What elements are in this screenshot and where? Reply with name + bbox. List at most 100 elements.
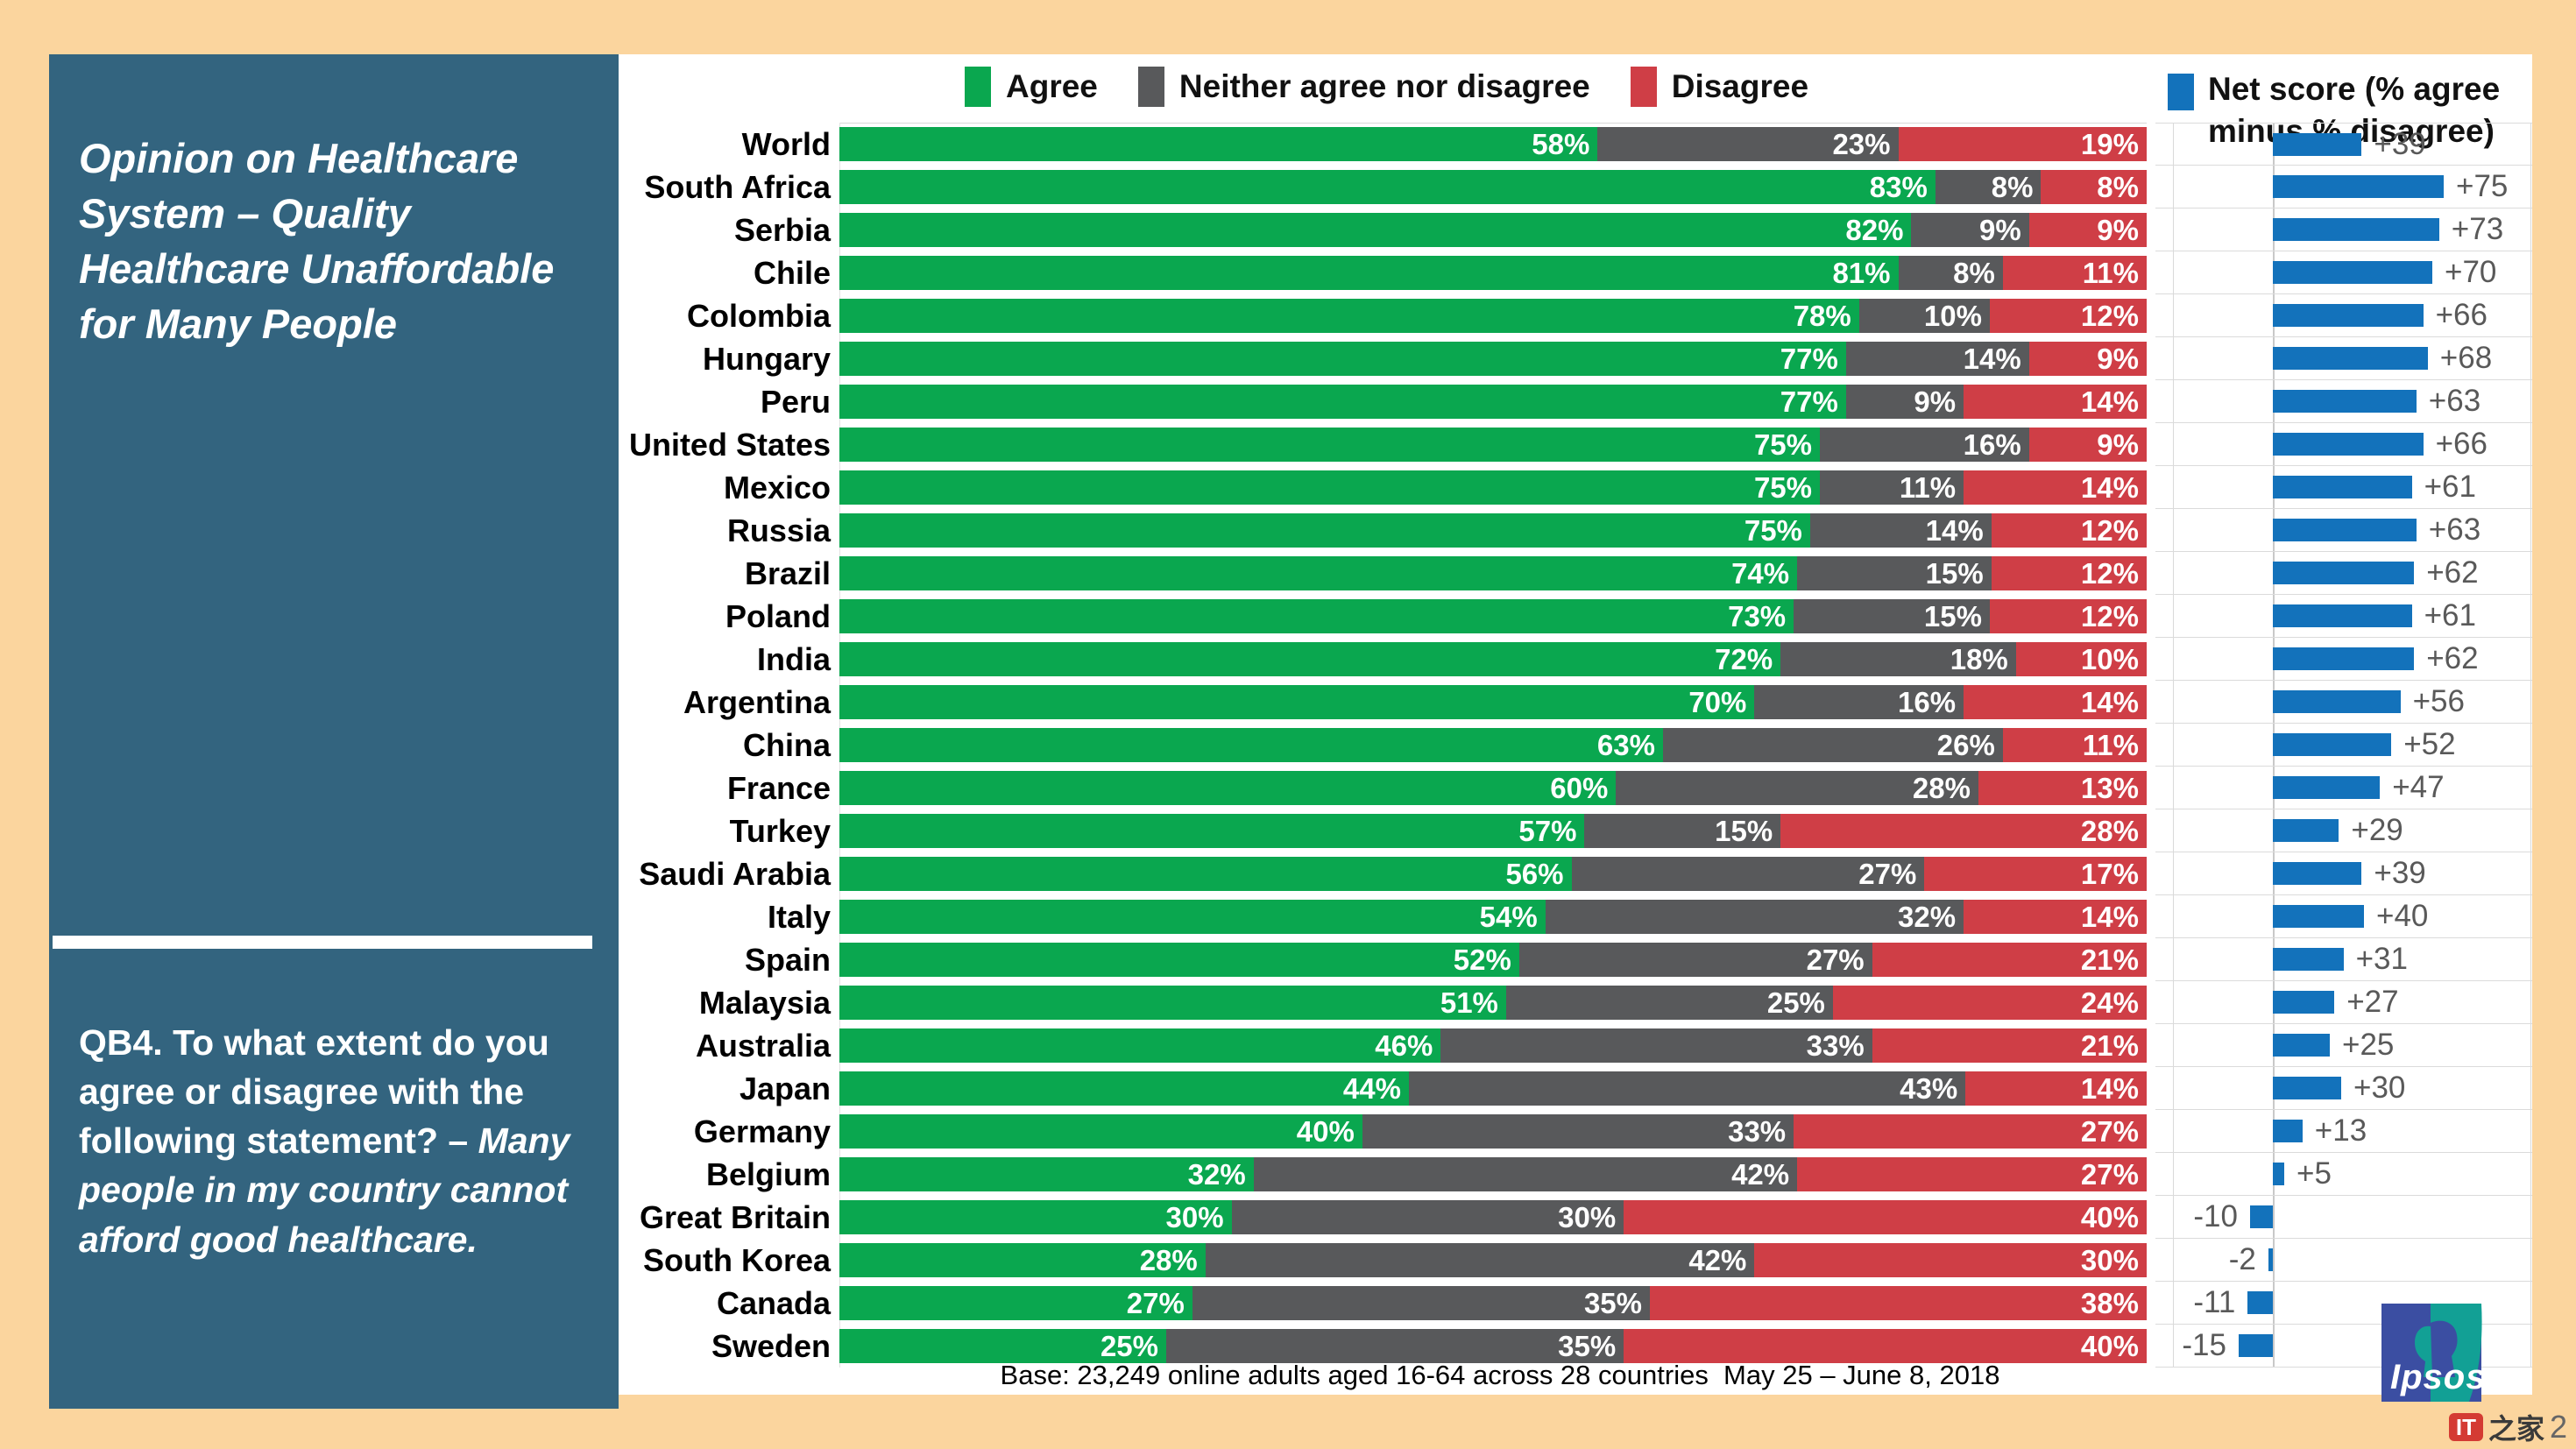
- neither-value: 30%: [1558, 1201, 1617, 1233]
- disagree-value: 10%: [2080, 643, 2139, 675]
- country-label: Poland: [725, 597, 831, 634]
- neither-value: 15%: [1923, 600, 1982, 633]
- net-cell: +61: [2155, 466, 2532, 509]
- country-label: France: [726, 769, 831, 806]
- neither-segment: 33%: [1440, 1028, 1872, 1063]
- neither-value: 28%: [1912, 772, 1971, 804]
- stacked-bar: 77% 9% 14%: [839, 385, 2147, 419]
- net-cell: +52: [2155, 724, 2532, 767]
- agree-segment: 60%: [839, 771, 1617, 805]
- neither-value: 25%: [1766, 986, 1825, 1019]
- agree-value: 51%: [1440, 986, 1498, 1019]
- chart-row: Australia 46% 33% 21% +25: [619, 1024, 2532, 1067]
- agree-value: 56%: [1505, 858, 1564, 890]
- net-value: +70: [2445, 255, 2497, 289]
- net-cell: +56: [2155, 681, 2532, 724]
- country-label: Sweden: [711, 1327, 831, 1364]
- neither-value: 35%: [1558, 1330, 1617, 1362]
- net-value: +66: [2435, 298, 2488, 332]
- neither-segment: 14%: [1845, 342, 2029, 376]
- net-cell: +73: [2155, 209, 2532, 251]
- chart-row: Turkey 57% 15% 28% +29: [619, 809, 2532, 852]
- stacked-bar: 28% 42% 30%: [839, 1243, 2147, 1277]
- disagree-value: 11%: [2082, 729, 2139, 761]
- net-cell: +40: [2155, 895, 2532, 938]
- neither-segment: 16%: [1820, 428, 2029, 462]
- disagree-value: 14%: [2080, 901, 2139, 933]
- stacked-bar: 27% 35% 38%: [839, 1286, 2147, 1320]
- disagree-value: 38%: [2080, 1287, 2139, 1319]
- disagree-value: 12%: [2080, 600, 2139, 633]
- neither-segment: 26%: [1662, 728, 2003, 762]
- agree-value: 44%: [1342, 1072, 1401, 1105]
- net-bar: [2273, 1034, 2330, 1057]
- disagree-segment: 14%: [1964, 685, 2147, 719]
- disagree-swatch: [1630, 67, 1657, 107]
- question-prefix: QB4. To what extent do you agree or disa…: [79, 1022, 549, 1162]
- net-bar: [2273, 390, 2417, 413]
- net-value: +56: [2412, 684, 2465, 718]
- disagree-segment: 14%: [1964, 470, 2147, 505]
- net-bar: [2273, 261, 2432, 284]
- chart-row: Sweden 25% 35% 40% -15: [619, 1325, 2532, 1368]
- agree-value: 30%: [1165, 1201, 1224, 1233]
- chart-row: Hungary 77% 14% 9% +68: [619, 337, 2532, 380]
- agree-segment: 72%: [839, 642, 1781, 676]
- net-value: +13: [2314, 1113, 2367, 1148]
- country-label: Mexico: [723, 469, 831, 505]
- ipsos-logo-graphic: [2381, 1304, 2482, 1402]
- chart-row: India 72% 18% 10% +62: [619, 638, 2532, 681]
- net-value: +75: [2456, 169, 2509, 203]
- net-bar: [2273, 519, 2417, 541]
- neither-segment: 43%: [1408, 1071, 1966, 1106]
- chart-row: Great Britain 30% 30% 40% -10: [619, 1196, 2532, 1239]
- disagree-segment: 12%: [1989, 599, 2147, 633]
- net-value: +27: [2346, 985, 2399, 1019]
- net-bar: [2273, 218, 2439, 241]
- legend-item-neither: Neither agree nor disagree: [1137, 67, 1590, 107]
- neither-segment: 35%: [1192, 1286, 1651, 1320]
- disagree-value: 17%: [2080, 858, 2139, 890]
- disagree-segment: 10%: [2015, 642, 2147, 676]
- net-cell: +68: [2155, 337, 2532, 380]
- net-value: +66: [2435, 427, 2488, 461]
- net-cell: +63: [2155, 380, 2532, 423]
- disagree-segment: 27%: [1794, 1114, 2147, 1149]
- neither-value: 27%: [1806, 944, 1865, 976]
- chart-row: Italy 54% 32% 14% +40: [619, 895, 2532, 938]
- net-bar: [2268, 1248, 2273, 1271]
- divider: [53, 936, 592, 949]
- neither-value: 14%: [1925, 514, 1984, 547]
- disagree-value: 14%: [2080, 471, 2139, 504]
- base-note: Base: 23,249 online adults aged 16-64 ac…: [1000, 1360, 2000, 1390]
- stacked-bar: 60% 28% 13%: [839, 771, 2147, 805]
- agree-value: 72%: [1715, 643, 1773, 675]
- ithome-badge: IT: [2448, 1413, 2483, 1441]
- disagree-segment: 9%: [2028, 213, 2147, 247]
- net-cell: +5: [2155, 1153, 2532, 1196]
- stacked-bar: 30% 30% 40%: [839, 1200, 2147, 1234]
- disagree-segment: 9%: [2028, 428, 2147, 462]
- neither-segment: 9%: [1911, 213, 2029, 247]
- chart-row: Germany 40% 33% 27% +13: [619, 1110, 2532, 1153]
- stacked-bar: 46% 33% 21%: [839, 1028, 2147, 1063]
- net-value: +25: [2342, 1028, 2395, 1062]
- agree-segment: 28%: [839, 1243, 1206, 1277]
- agree-segment: 77%: [839, 385, 1846, 419]
- legend-item-agree: Agree: [965, 67, 1098, 107]
- ipsos-logo: Ipsos: [2381, 1304, 2487, 1402]
- net-cell: +61: [2155, 595, 2532, 638]
- net-cell: +27: [2155, 981, 2532, 1024]
- agree-segment: 25%: [839, 1329, 1166, 1363]
- neither-segment: 9%: [1845, 385, 1964, 419]
- country-label: Argentina: [683, 683, 831, 720]
- disagree-segment: 21%: [1872, 1028, 2147, 1063]
- agree-segment: 54%: [839, 900, 1546, 934]
- neither-value: 9%: [1914, 385, 1957, 418]
- chart-row: South Africa 83% 8% 8% +75: [619, 166, 2532, 209]
- net-bar: [2273, 347, 2428, 370]
- net-bar: [2273, 1163, 2284, 1185]
- country-label: World: [741, 125, 831, 162]
- neither-value: 43%: [1900, 1072, 1958, 1105]
- disagree-value: 13%: [2080, 772, 2139, 804]
